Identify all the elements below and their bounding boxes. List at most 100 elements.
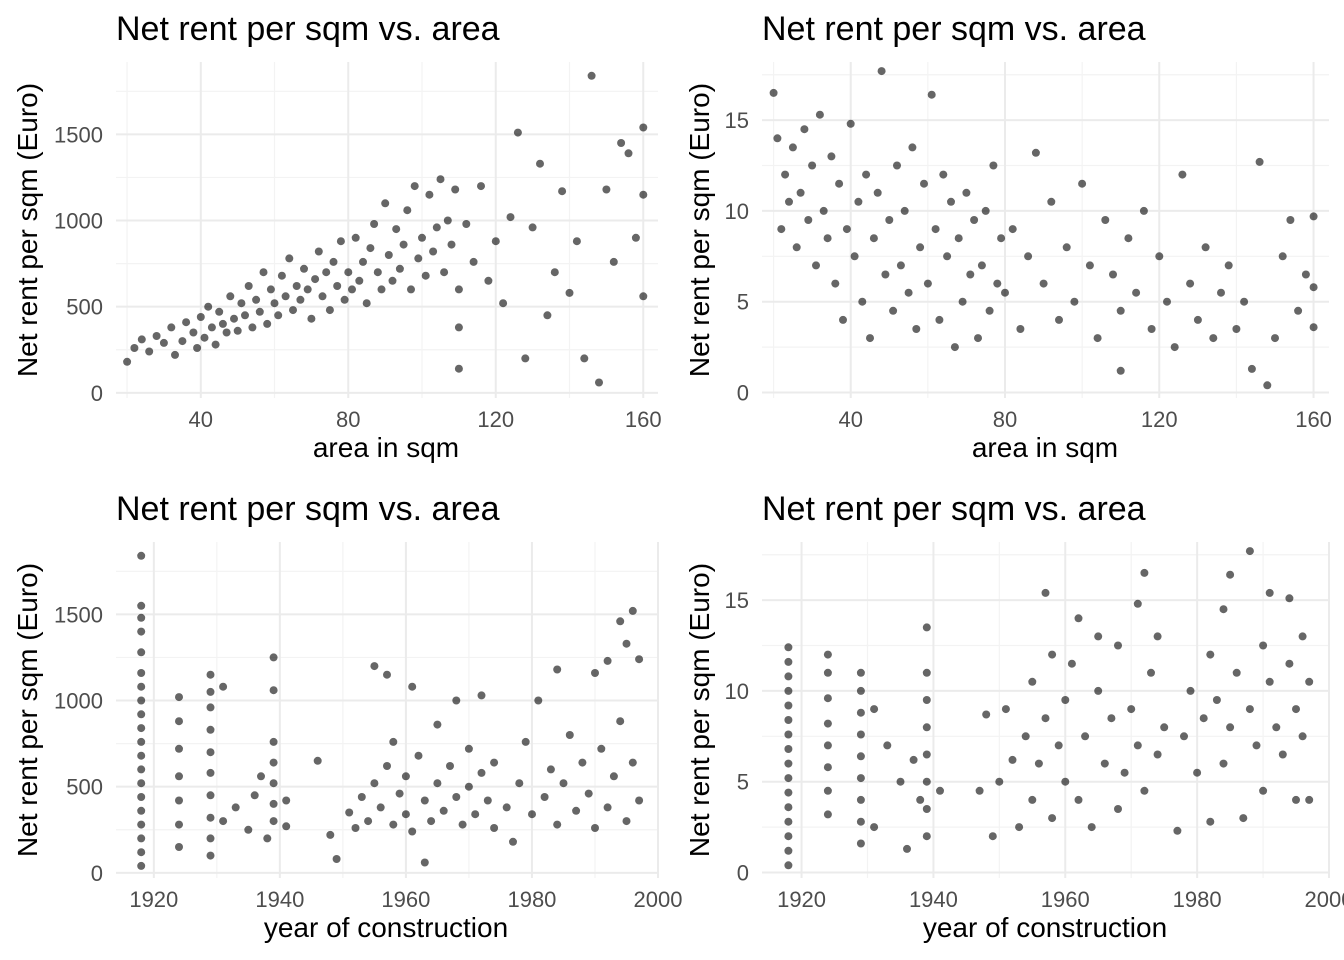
data-point [922, 750, 931, 759]
data-point [263, 319, 272, 328]
data-point [823, 234, 832, 243]
x-tick-label: 1940 [909, 887, 958, 912]
data-point [1240, 297, 1249, 306]
data-point [1224, 261, 1233, 270]
data-point [145, 347, 154, 356]
y-tick-label: 0 [737, 861, 749, 886]
data-point [784, 832, 793, 841]
data-point [1186, 686, 1195, 695]
data-point [1133, 741, 1142, 750]
data-point [381, 199, 390, 208]
data-point [257, 772, 265, 781]
data-point [392, 225, 401, 234]
data-point [1219, 605, 1228, 614]
data-point [908, 143, 917, 152]
data-point [975, 786, 984, 795]
data-point [1074, 795, 1083, 804]
data-point [408, 682, 417, 691]
data-point [137, 627, 146, 636]
data-point [137, 820, 146, 829]
data-point [1186, 279, 1195, 288]
x-tick-label: 160 [625, 407, 662, 432]
data-point [344, 268, 353, 277]
data-point [631, 233, 640, 242]
x-tick-label: 1960 [1041, 887, 1090, 912]
data-point [230, 314, 238, 323]
x-tick-label: 2000 [634, 887, 683, 912]
data-point [1008, 225, 1017, 234]
data-point [769, 88, 778, 97]
x-tick-label: 160 [1295, 407, 1332, 432]
data-point [425, 190, 434, 199]
data-point [1008, 755, 1017, 764]
data-point [628, 606, 637, 615]
y-tick-label: 500 [66, 295, 103, 320]
data-point [528, 810, 536, 819]
data-point [447, 240, 456, 249]
data-point [823, 650, 832, 659]
data-point [1212, 696, 1221, 704]
data-point [591, 824, 599, 832]
data-point [846, 119, 855, 128]
y-tick-label: 15 [725, 108, 749, 133]
data-point [388, 276, 397, 285]
data-point [1309, 323, 1318, 332]
data-point [842, 225, 851, 234]
data-point [410, 182, 419, 191]
data-point [862, 170, 871, 179]
data-point [218, 319, 227, 328]
data-point [383, 670, 391, 679]
data-point [866, 334, 874, 343]
data-point [436, 175, 445, 184]
gridlines [116, 62, 658, 398]
data-point [269, 799, 278, 808]
data-point [947, 197, 955, 206]
chart-title: Net rent per sqm vs. area [116, 490, 500, 528]
data-point [1170, 343, 1179, 352]
data-point [856, 708, 865, 717]
data-point [927, 90, 936, 99]
data-point [923, 279, 932, 288]
data-point [269, 686, 278, 695]
data-point [1034, 759, 1043, 768]
y-axis-title: Net rent per sqm (Euro) [12, 83, 43, 377]
data-point [211, 340, 220, 349]
data-point [1041, 714, 1050, 723]
data-point [896, 261, 905, 270]
data-point [916, 243, 925, 252]
data-point [1048, 650, 1057, 659]
data-point [823, 694, 832, 703]
data-point [200, 333, 209, 342]
data-point [231, 803, 240, 812]
data-points [769, 67, 1318, 390]
data-point [137, 696, 146, 705]
data-point [408, 827, 417, 836]
data-points [137, 551, 644, 870]
data-point [974, 334, 982, 343]
data-point [1239, 814, 1248, 823]
data-point [1116, 306, 1125, 315]
scatter-panel-4: 1920 1940 1960 1980 2000 0 5 10 15 Net rent per s… [684, 490, 1344, 943]
data-point [351, 233, 360, 242]
data-point [285, 254, 294, 263]
data-point [469, 257, 478, 266]
data-point [883, 741, 892, 750]
data-point [244, 825, 253, 834]
data-point [137, 335, 146, 344]
chart-title: Net rent per sqm vs. area [762, 490, 1146, 528]
data-point [401, 772, 410, 781]
data-point [499, 299, 508, 308]
data-point [1180, 732, 1188, 741]
data-point [1078, 179, 1087, 188]
data-point [1015, 823, 1024, 832]
data-point [1114, 641, 1122, 650]
data-point [137, 737, 146, 746]
data-point [909, 755, 918, 764]
data-point [954, 234, 963, 243]
data-point [784, 672, 793, 681]
data-point [1271, 334, 1279, 343]
data-point [916, 795, 925, 804]
data-point [553, 820, 562, 829]
data-point [1109, 270, 1117, 279]
data-point [222, 328, 231, 337]
